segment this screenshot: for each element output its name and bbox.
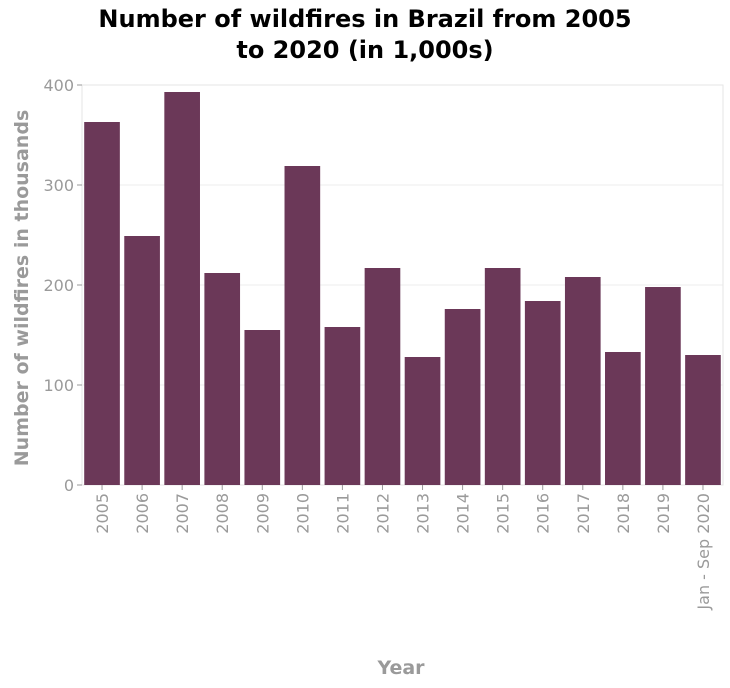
bar-2009 — [244, 330, 281, 485]
x-tick-label: 2007 — [173, 493, 192, 534]
bars — [84, 92, 721, 485]
x-axis-title: Year — [376, 657, 425, 679]
bar-2010 — [284, 166, 321, 485]
chart-title-line-2: to 2020 (in 1,000s) — [236, 36, 494, 64]
bar-2005 — [84, 122, 120, 485]
x-tick-label: 2017 — [574, 493, 593, 534]
x-tick-label: 2016 — [534, 493, 553, 534]
x-tick-label: 2012 — [373, 493, 392, 534]
bar-jan---sep-2020 — [685, 355, 721, 485]
y-tick-label: 0 — [64, 476, 74, 495]
x-tick-label: Jan - Sep 2020 — [694, 493, 713, 611]
x-tick-label: 2005 — [93, 493, 112, 534]
bar-2006 — [124, 236, 160, 485]
x-tick-label: 2019 — [654, 493, 673, 534]
y-tick-label: 100 — [43, 376, 74, 395]
y-tick-label: 400 — [43, 76, 74, 95]
x-tick-label: 2008 — [213, 493, 232, 534]
bar-2011 — [324, 327, 361, 485]
chart-title-line-1: Number of wildfires in Brazil from 2005 — [98, 5, 632, 33]
x-tick-label: 2011 — [333, 493, 352, 534]
y-tick-label: 200 — [43, 276, 74, 295]
bar-2018 — [605, 352, 641, 485]
chart-title: Number of wildfires in Brazil from 2005 … — [0, 4, 730, 66]
y-axis-title: Number of wildfires in thousands — [11, 110, 33, 466]
x-tick-label: 2009 — [253, 493, 272, 534]
x-tick-label: 2006 — [133, 493, 152, 534]
y-tick-label: 300 — [43, 176, 74, 195]
bar-2016 — [524, 301, 561, 485]
x-tick-label: 2014 — [454, 493, 473, 534]
bar-2015 — [484, 268, 521, 485]
x-axis-ticks: 2005 2006 2007 2008 2009 2010 2011 2012 2013 2014… — [93, 485, 713, 611]
bar-2013 — [404, 357, 441, 485]
x-tick-label: 2013 — [414, 493, 433, 534]
x-tick-label: 2010 — [293, 493, 312, 534]
bar-2008 — [204, 273, 241, 485]
bar-2017 — [564, 277, 601, 485]
x-tick-label: 2015 — [494, 493, 513, 534]
y-axis-ticks: 0 100 200 300 400 — [43, 76, 82, 495]
x-tick-label: 2018 — [614, 493, 633, 534]
bar-2007 — [164, 92, 200, 485]
bar-2012 — [364, 268, 401, 485]
bar-2014 — [444, 309, 481, 485]
bar-2019 — [645, 287, 681, 485]
